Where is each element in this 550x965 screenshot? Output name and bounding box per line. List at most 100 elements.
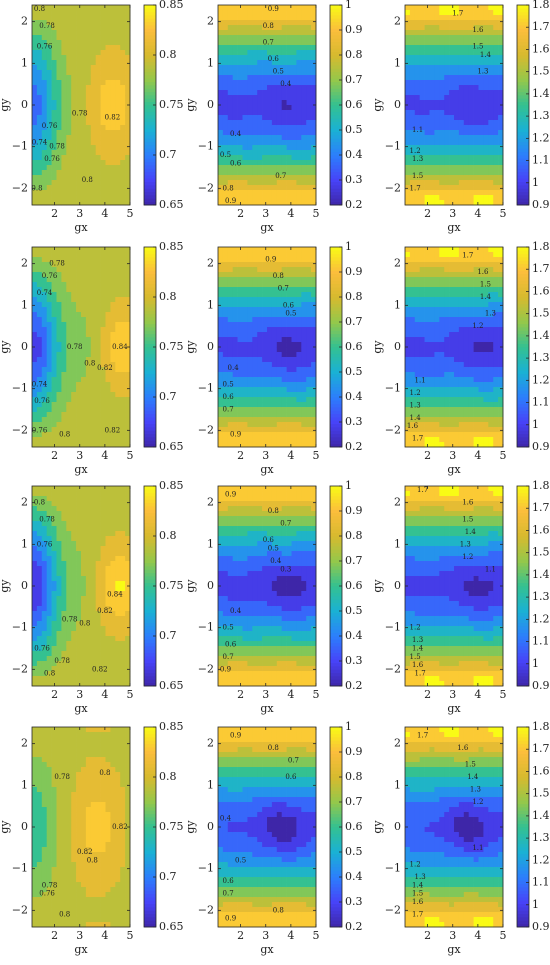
heatmap-cell [267,407,273,413]
heatmap-cell [409,297,416,303]
heatmap-cell [281,5,287,11]
heatmap-cell [90,287,97,293]
heatmap-cell [100,155,106,161]
heatmap-cell [262,382,268,388]
heatmap-cell [286,140,292,146]
heatmap-cell [56,287,62,293]
heatmap-cell [301,277,307,283]
heatmap-cell [424,372,430,378]
heatmap-cell [281,40,287,46]
heatmap-cell [414,10,421,16]
heatmap-cell [110,367,116,373]
heatmap-cell [281,195,287,201]
heatmap-cell [483,40,489,46]
colorbar-segment [330,115,342,119]
heatmap-cell [414,287,421,293]
heatmap-cell [227,262,234,268]
heatmap-cell [61,347,67,353]
heatmap-cell [493,125,499,131]
heatmap-cell [227,150,234,156]
heatmap-cell [242,367,248,373]
heatmap-cell [409,95,416,101]
heatmap-cell [61,352,67,358]
heatmap-cell [242,432,248,438]
heatmap-cell [237,105,243,111]
colorbar-segment [144,310,156,315]
colorbar-segment [144,287,156,291]
heatmap-cell [95,85,101,91]
heatmap-cell [257,262,263,268]
heatmap-cell [286,120,292,126]
heatmap-cell [81,297,87,303]
heatmap-cell [247,277,253,283]
heatmap-cell [242,262,248,268]
heatmap-cell [61,357,67,363]
heatmap-cell [478,180,484,186]
heatmap-cell [409,292,416,298]
heatmap-cell [51,422,57,428]
heatmap-cell [110,307,116,313]
heatmap-cell [232,342,238,348]
heatmap-cell [257,60,263,66]
heatmap-cell [76,372,82,378]
heatmap-cell [488,45,494,51]
heatmap-cell [76,50,82,56]
heatmap-cell [271,277,278,283]
heatmap-cell [424,332,430,338]
colorbar-segment [330,403,342,408]
heatmap-cell [218,387,224,393]
heatmap-cell [90,267,97,273]
heatmap-cell [463,160,470,166]
heatmap-cell [237,90,243,96]
colorbar-segment [517,81,529,86]
heatmap-cell [405,412,411,418]
heatmap-cell [439,40,445,46]
heatmap-cell [291,357,297,363]
heatmap-cell [105,75,111,81]
heatmap-cell [306,327,312,333]
heatmap-cell [458,140,465,146]
heatmap-cell [257,442,263,448]
heatmap-cell [66,362,72,368]
heatmap-cell [100,55,106,61]
heatmap-cell [81,292,87,298]
heatmap-cell [51,252,57,258]
heatmap-cell [252,247,258,253]
colorbar-segment [330,393,342,398]
heatmap-cell [271,10,278,16]
heatmap-cell [105,15,111,21]
heatmap-cell [267,100,273,106]
heatmap-cell [222,60,229,66]
heatmap-cell [257,427,263,433]
heatmap-cell [227,312,234,318]
colorbar-segment [517,18,529,23]
heatmap-cell [306,347,312,353]
heatmap-cell [409,195,416,201]
heatmap-cell [95,357,101,363]
heatmap-cell [71,65,77,71]
heatmap-cell [237,362,243,368]
heatmap-cell [247,45,253,51]
heatmap-cell [291,165,297,171]
heatmap-cell [281,190,287,196]
heatmap-cell [478,130,484,136]
heatmap-cell [218,362,224,368]
heatmap-cell [473,40,479,46]
heatmap-cell [419,170,425,176]
heatmap-cell [56,317,62,323]
heatmap-cell [105,432,111,438]
heatmap-cell [493,140,499,146]
heatmap-cell [115,200,121,206]
heatmap-cell [478,140,484,146]
heatmap-cell [296,292,302,298]
heatmap-cell [90,120,97,126]
heatmap-cell [276,80,283,86]
heatmap-cell [267,417,273,423]
heatmap-cell [281,257,287,263]
heatmap-cell [306,262,312,268]
heatmap-cell [449,40,455,46]
heatmap-cell [434,337,440,343]
heatmap-cell [95,437,101,443]
heatmap-cell [32,140,38,146]
heatmap-cell [439,382,445,388]
